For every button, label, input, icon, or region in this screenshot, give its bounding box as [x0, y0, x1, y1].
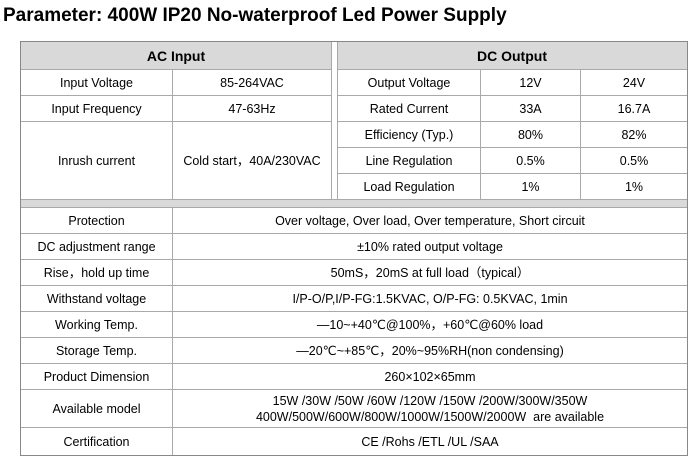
available-model-value: 15W /30W /50W /60W /120W /150W /200W/300…: [173, 390, 687, 427]
product-dimension-value: 260×102×65mm: [384, 369, 476, 384]
rise-hold-label: Rise，hold up time: [43, 265, 150, 280]
dc-adjustment-label: DC adjustment range: [37, 239, 156, 254]
storage-temp-label: Storage Temp.: [55, 343, 138, 358]
section-separator: [21, 199, 687, 207]
certification-label: Certification: [63, 434, 130, 449]
rated-current-label: Rated Current: [369, 101, 449, 116]
available-model-line-2: 400W/500W/600W/800W/1000W/1500W/2000W ar…: [255, 409, 605, 424]
product-dimension-label: Product Dimension: [43, 369, 150, 384]
input-frequency-value: 47-63Hz: [228, 101, 276, 116]
ac-input-header: AC Input: [21, 42, 331, 69]
working-temp-value: —10~+40℃@100%，+60℃@60% load: [316, 317, 544, 332]
dc-output-header: DC Output: [337, 42, 687, 69]
input-frequency-label: Input Frequency: [51, 101, 142, 116]
rise-hold-value: 50mS，20mS at full load（typical）: [330, 265, 530, 280]
output-voltage-12v: 12V: [519, 75, 542, 90]
available-model-label: Available model: [52, 401, 141, 416]
dc-adjustment-value: ±10% rated output voltage: [357, 239, 503, 254]
rated-current-24v: 16.7A: [617, 101, 651, 116]
working-temp-label: Working Temp.: [55, 317, 138, 332]
table-gap-vertical: [331, 42, 337, 199]
inrush-current-value: Cold start，40A/230VAC: [183, 153, 321, 168]
load-regulation-label: Load Regulation: [363, 179, 455, 194]
storage-temp-value: —20℃~+85℃，20%~95%RH(non condensing): [296, 343, 564, 358]
inrush-current-label: Inrush current: [57, 153, 136, 168]
input-voltage-value: 85-264VAC: [220, 75, 284, 90]
withstand-voltage-label: Withstand voltage: [46, 291, 147, 306]
certification-value: CE /Rohs /ETL /UL /SAA: [361, 434, 499, 449]
withstand-voltage-value: I/P-O/P,I/P-FG:1.5KVAC, O/P-FG: 0.5KVAC,…: [292, 291, 568, 306]
load-regulation-24v: 1%: [624, 179, 644, 194]
efficiency-label: Efficiency (Typ.): [364, 127, 454, 142]
rated-current-12v: 33A: [519, 101, 542, 116]
line-regulation-24v: 0.5%: [619, 153, 649, 168]
load-regulation-12v: 1%: [521, 179, 540, 194]
efficiency-24v: 82%: [621, 127, 647, 142]
protection-value: Over voltage, Over load, Over temperatur…: [275, 213, 585, 228]
spec-table: [20, 41, 688, 456]
output-voltage-label: Output Voltage: [367, 75, 451, 90]
output-voltage-24v: 24V: [622, 75, 646, 90]
line-regulation-12v: 0.5%: [516, 153, 545, 168]
page-title: Parameter: 400W IP20 No-waterproof Led P…: [3, 5, 507, 26]
line-regulation-label: Line Regulation: [365, 153, 453, 168]
input-voltage-label: Input Voltage: [60, 75, 133, 90]
efficiency-12v: 80%: [517, 127, 544, 142]
available-model-line-1: 15W /30W /50W /60W /120W /150W /200W/300…: [272, 393, 588, 408]
protection-label: Protection: [68, 213, 125, 228]
